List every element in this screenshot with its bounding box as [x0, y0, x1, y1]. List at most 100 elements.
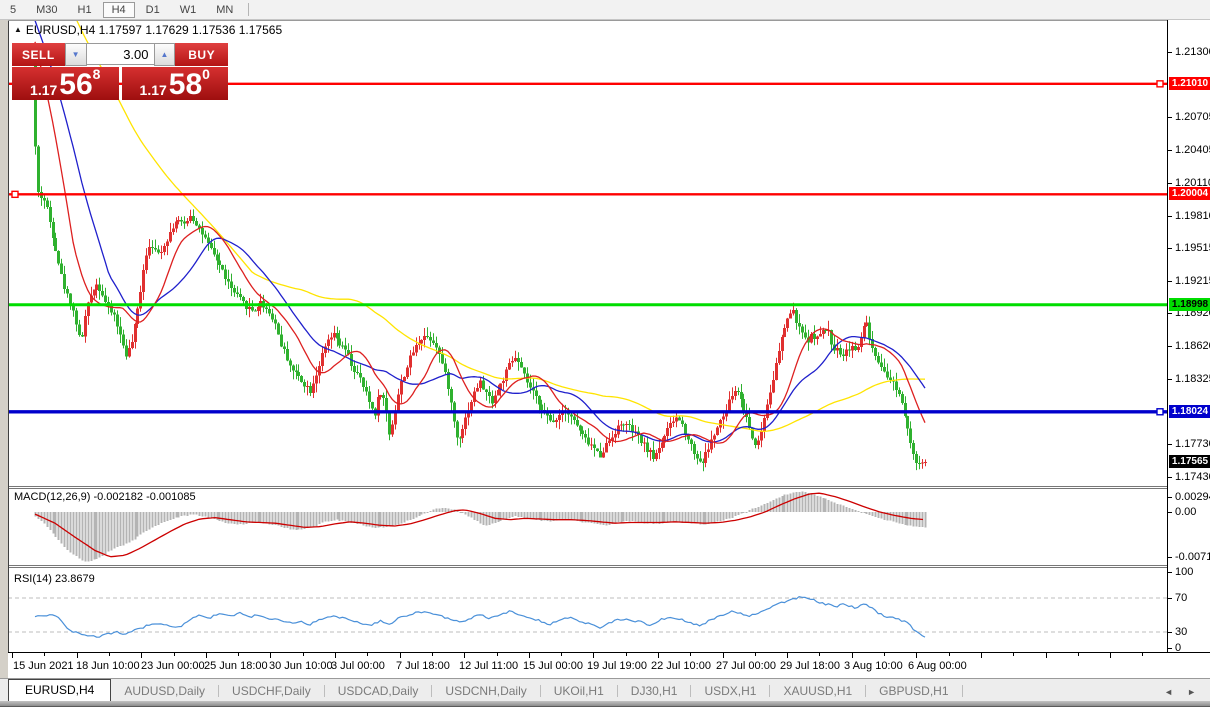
tab-divider: [323, 685, 325, 697]
sell-price-big: 56: [59, 68, 93, 101]
spin-up-icon: ▲: [160, 50, 169, 59]
tab-scroll-left-icon[interactable]: ◄: [1164, 687, 1174, 697]
line-handle-marker[interactable]: [1156, 80, 1164, 88]
volume-increase-button[interactable]: ▲: [153, 43, 176, 66]
time-tick: [400, 653, 401, 658]
time-tick: [109, 653, 110, 656]
timeframe-toolbar: 5 M30 H1 H4 D1 W1 MN: [0, 0, 1210, 20]
time-tick: [1078, 653, 1079, 656]
time-label: 23 Jun 00:00: [141, 660, 205, 672]
price-axis[interactable]: 1.21300 1.20705 1.20405 1.20110 1.19810 1.195…: [1167, 20, 1210, 678]
price-tick-label: 1.17730: [1175, 438, 1210, 451]
time-tick: [1142, 653, 1143, 656]
tab-audusd-daily[interactable]: AUDUSD,Daily: [124, 684, 206, 698]
candles-layer: [34, 51, 927, 472]
price-tick: [1168, 150, 1172, 152]
price-level-label: 1.20004: [1169, 187, 1210, 201]
time-label: 25 Jun 18:00: [204, 660, 268, 672]
chart-canvas: [8, 20, 1167, 652]
rsi-axis-label: 0: [1175, 642, 1182, 654]
tab-usdchf-daily[interactable]: USDCHF,Daily: [232, 684, 311, 698]
time-tick: [497, 653, 498, 656]
tab-scroll-right-icon[interactable]: ►: [1187, 687, 1196, 697]
price-level-label: 1.21010: [1169, 76, 1210, 90]
tab-usdcnh-daily[interactable]: USDCNH,Daily: [445, 684, 527, 698]
sell-price-sup: 8: [92, 66, 101, 82]
rsi-axis-label: 70: [1175, 592, 1188, 604]
tab-usdx-h1[interactable]: USDX,H1: [704, 684, 757, 698]
price-tick: [1168, 477, 1172, 478]
tab-eurusd-h4[interactable]: EURUSD,H4: [8, 679, 112, 702]
time-tick: [303, 653, 304, 656]
time-tick: [335, 653, 336, 658]
tab-usdcad-daily[interactable]: USDCAD,Daily: [337, 684, 419, 698]
sell-price-tile[interactable]: 1.17 56 8: [12, 67, 119, 100]
rsi-axis-label: 30: [1175, 626, 1188, 638]
buy-price-tile[interactable]: 1.17 58 0: [121, 67, 228, 100]
tab-scroll-arrows: ◄ ►: [1164, 687, 1210, 702]
pane-separator[interactable]: [8, 486, 1167, 487]
chart-title-text: EURUSD,H4 1.17597 1.17629 1.17536 1.1756…: [25, 23, 283, 37]
time-tick: [432, 653, 433, 656]
time-label: 6 Aug 00:00: [908, 660, 967, 672]
price-tick: [1168, 632, 1172, 633]
price-level-label: 1.18024: [1169, 404, 1210, 418]
tab-divider: [961, 685, 963, 697]
time-tick: [464, 653, 465, 658]
time-label: 29 Jul 18:00: [780, 660, 840, 672]
tab-xauusd-h1[interactable]: XAUUSD,H1: [783, 684, 853, 698]
time-tick: [916, 653, 917, 658]
price-tick: [1168, 117, 1172, 119]
timeframe-button-h1[interactable]: H1: [77, 3, 92, 16]
tab-divider: [616, 685, 618, 697]
price-tick-label: 1.18620: [1175, 340, 1210, 353]
volume-input[interactable]: [86, 43, 154, 65]
time-tick: [658, 653, 659, 658]
time-tick: [561, 653, 562, 656]
timeframe-button-mn[interactable]: MN: [216, 3, 234, 16]
time-tick: [723, 653, 724, 658]
price-tick-label: 1.21300: [1175, 46, 1210, 58]
time-label: 15 Jun 2021: [13, 660, 74, 672]
tab-dj30-h1[interactable]: DJ30,H1: [630, 684, 678, 698]
rsi-line: [34, 595, 926, 638]
price-tick-label: 1.17430: [1175, 471, 1210, 483]
pane-separator[interactable]: [8, 565, 1167, 566]
line-handle-marker[interactable]: [11, 190, 19, 199]
price-tick: [1168, 182, 1172, 184]
status-strip: [0, 701, 1210, 706]
volume-decrease-button[interactable]: ▼: [64, 43, 87, 66]
time-tick: [690, 653, 691, 656]
rsi-axis-label: 100: [1175, 566, 1194, 578]
timeframe-button-w1[interactable]: W1: [179, 3, 197, 16]
time-axis[interactable]: 15 Jun 2021 18 Jun 10:00 23 Jun 00:00 25 Ju…: [8, 652, 1210, 679]
tab-ukoil-h1[interactable]: UKOil,H1: [553, 684, 604, 698]
price-tick: [1168, 52, 1172, 53]
timeframe-button-h4[interactable]: H4: [102, 1, 135, 18]
price-tick-label: 1.18325: [1175, 372, 1210, 385]
trade-panel-quotes: 1.17 56 8 1.17 58 0: [12, 67, 228, 100]
ma-line: [34, 20, 926, 443]
collapse-panel-icon[interactable]: ▲: [14, 25, 22, 34]
price-tick-label: 1.19215: [1175, 274, 1210, 287]
timeframe-button-d1[interactable]: D1: [145, 3, 160, 16]
line-handle-marker[interactable]: [1156, 408, 1164, 416]
timeframe-button-m30[interactable]: M30: [36, 3, 58, 16]
buy-price-prefix: 1.17: [139, 82, 167, 98]
pane-separator[interactable]: [8, 567, 1167, 568]
sell-button[interactable]: SELL: [12, 43, 65, 66]
time-tick: [1013, 653, 1014, 656]
tab-gbpusd-h1[interactable]: GBPUSD,H1: [879, 684, 949, 698]
time-tick: [981, 653, 982, 658]
buy-button[interactable]: BUY: [175, 43, 228, 66]
spin-down-icon: ▼: [71, 50, 80, 59]
price-level-label: 1.17565: [1169, 455, 1210, 469]
one-click-trade-panel: SELL ▼ ▲ BUY 1.17 56 8 1.17 58 0: [12, 43, 228, 100]
time-label: 19 Jul 19:00: [587, 660, 647, 672]
pane-separator[interactable]: [8, 488, 1167, 489]
timeframe-button-5[interactable]: 5: [10, 3, 17, 16]
tab-divider: [539, 685, 541, 697]
time-label: 18 Jun 10:00: [76, 660, 140, 672]
time-label: 27 Jul 00:00: [716, 660, 776, 672]
price-tick: [1168, 444, 1172, 446]
